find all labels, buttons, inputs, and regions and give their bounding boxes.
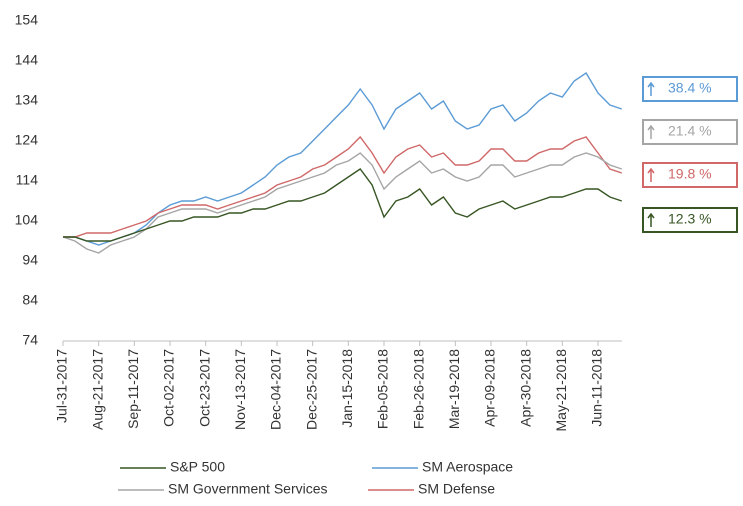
x-tick-label: Nov-13-2017 bbox=[232, 349, 248, 430]
x-tick-label: Dec-25-2017 bbox=[303, 349, 319, 430]
series-line bbox=[62, 152, 623, 254]
y-tick-label: 84 bbox=[22, 292, 38, 308]
x-tick-label: Oct-23-2017 bbox=[196, 349, 212, 427]
x-tick-label: Apr-30-2018 bbox=[517, 349, 533, 427]
x-tick-label: May-21-2018 bbox=[553, 349, 569, 432]
annotation-box bbox=[642, 207, 738, 233]
x-tick-label: Apr-09-2018 bbox=[482, 349, 498, 427]
series-line bbox=[63, 168, 623, 242]
annotation-box bbox=[642, 76, 738, 102]
annotation-box bbox=[642, 162, 738, 188]
annotation-text: 19.8 % bbox=[668, 166, 712, 182]
x-tick-label: Jun-11-2018 bbox=[589, 349, 605, 427]
annotation-text: 12.3 % bbox=[668, 211, 712, 227]
x-tick-label: Jan-15-2018 bbox=[339, 349, 355, 428]
annotation: 38.4 % bbox=[642, 76, 738, 102]
arrow-icon bbox=[647, 81, 655, 96]
x-tick-label: Sep-11-2017 bbox=[125, 349, 141, 429]
y-tick-label: 144 bbox=[15, 52, 39, 68]
x-tick-label: Feb-05-2018 bbox=[375, 349, 391, 429]
x-tick-label: Feb-26-2018 bbox=[410, 349, 426, 429]
x-tick-label: Aug-21-2017 bbox=[89, 349, 105, 430]
series-line bbox=[63, 135, 623, 238]
y-tick-label: 114 bbox=[16, 172, 39, 188]
arrow-icon bbox=[647, 212, 655, 227]
annotation-text: 21.4 % bbox=[668, 123, 712, 139]
annotation-text: 38.4 % bbox=[668, 80, 712, 96]
annotation: 12.3 % bbox=[642, 207, 738, 233]
annotation: 19.8 % bbox=[642, 162, 738, 188]
y-tick-label: 94 bbox=[22, 252, 38, 268]
legend-label: SM Aerospace bbox=[422, 459, 513, 475]
series-line bbox=[63, 72, 623, 246]
y-tick-label: 124 bbox=[15, 132, 39, 148]
y-tick-label: 74 bbox=[22, 332, 38, 348]
annotation-box bbox=[642, 119, 738, 145]
arrow-icon bbox=[647, 167, 655, 182]
arrow-icon bbox=[647, 124, 655, 139]
y-tick-label: 154 bbox=[15, 12, 39, 28]
x-tick-label: Mar-19-2018 bbox=[446, 349, 462, 429]
x-tick-label: Jul-31-2017 bbox=[54, 349, 70, 423]
y-tick-label: 134 bbox=[15, 92, 39, 108]
x-tick-label: Oct-02-2017 bbox=[161, 349, 177, 427]
legend-label: SM Defense bbox=[418, 481, 495, 497]
x-tick-label: Dec-04-2017 bbox=[268, 349, 284, 430]
y-tick-label: 104 bbox=[15, 212, 39, 228]
legend-label: S&P 500 bbox=[170, 459, 225, 475]
annotation: 21.4 % bbox=[642, 119, 738, 145]
legend-label: SM Government Services bbox=[168, 481, 328, 497]
